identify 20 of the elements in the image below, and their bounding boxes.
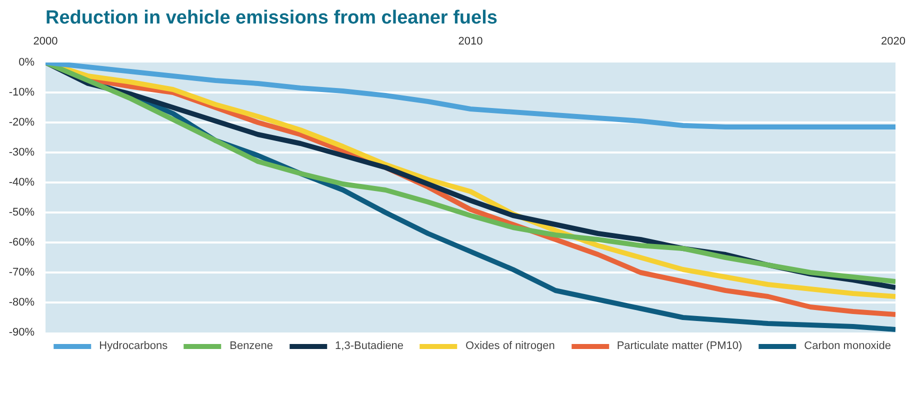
legend-label: 1,3-Butadiene [335,340,404,352]
legend-label: Oxides of nitrogen [466,340,555,352]
x-tick-label: 2020 [881,36,906,48]
legend-label: Benzene [230,340,274,352]
y-tick-label: -60% [8,236,35,248]
y-tick-label: -30% [8,146,35,158]
y-tick-label: -40% [8,176,35,188]
y-tick-label: -50% [8,206,35,218]
y-tick-label: -70% [8,266,35,278]
chart-title: Reduction in vehicle emissions from cleaner fuels [46,8,498,28]
legend-label: Particulate matter (PM10) [616,340,742,352]
y-tick-label: -10% [8,86,35,98]
legend-label: Carbon monoxide [804,340,891,352]
y-tick-label: -20% [8,116,35,128]
y-tick-label: 0% [18,56,35,68]
legend-label: Hydrocarbons [99,340,168,352]
y-tick-label: -90% [8,326,35,338]
y-tick-label: -80% [8,296,35,308]
x-tick-label: 2000 [33,36,58,48]
x-tick-label: 2010 [458,36,483,48]
